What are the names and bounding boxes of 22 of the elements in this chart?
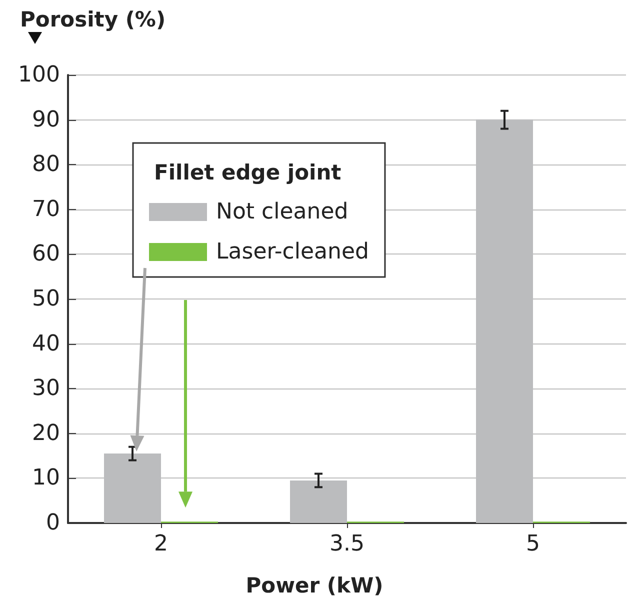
x-tick-label: 5	[526, 532, 540, 556]
x-tick-label: 3.5	[330, 532, 364, 556]
x-tick-label: 2	[154, 532, 168, 556]
y-tick-label: 40	[32, 331, 60, 356]
y-tick-label: 90	[32, 107, 60, 132]
y-tick-label: 50	[32, 286, 60, 312]
y-tick-label: 60	[32, 242, 60, 267]
bar	[104, 454, 161, 523]
x-axis-title: Power (kW)	[246, 574, 384, 598]
y-tick-label: 70	[32, 196, 60, 222]
y-tick-label: 80	[32, 152, 60, 178]
legend-label: Not cleaned	[216, 200, 348, 224]
y-tick-label: 100	[18, 62, 60, 88]
y-axis-title: Porosity (%)	[20, 8, 166, 32]
y-tick-label: 30	[32, 376, 60, 402]
bar	[476, 120, 533, 523]
y-tick-label: 10	[32, 466, 60, 491]
legend-label: Laser-cleaned	[216, 240, 369, 264]
y-tick-label: 0	[46, 510, 60, 536]
bar	[290, 480, 347, 523]
y-tick-label: 20	[32, 420, 60, 446]
legend-title: Fillet edge joint	[154, 160, 342, 184]
